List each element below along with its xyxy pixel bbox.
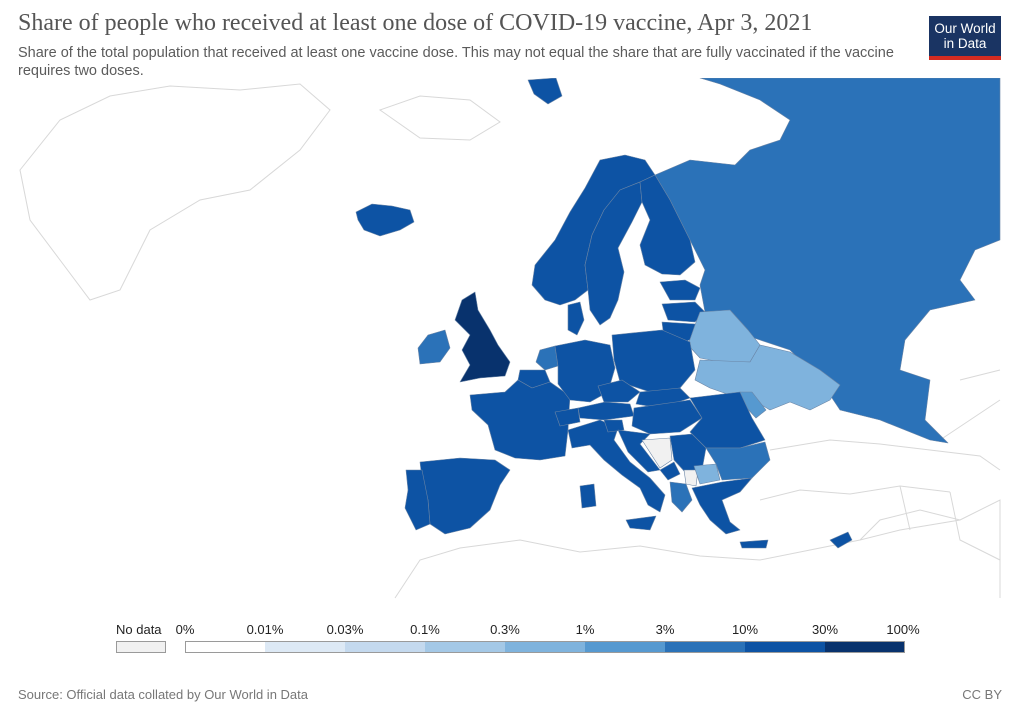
owid-logo[interactable]: Our World in Data: [929, 16, 1001, 60]
logo-line-2: in Data: [943, 36, 987, 51]
region-denmark[interactable]: [567, 301, 585, 336]
turkey-outline: [759, 439, 1001, 501]
region-montenegro[interactable]: [659, 461, 681, 481]
legend-bin[interactable]: [265, 641, 345, 653]
legend-tick-label: 0%: [175, 622, 195, 637]
legend-bin[interactable]: [825, 641, 905, 653]
license-link[interactable]: CC BY: [962, 687, 1002, 702]
legend-tick-label: 1%: [575, 622, 595, 637]
region-portugal[interactable]: [404, 469, 431, 531]
region-iceland[interactable]: [355, 203, 415, 237]
region-bosnia[interactable]: [641, 437, 673, 469]
legend-tick-label: 0.03%: [326, 622, 364, 637]
legend-scale-border: [185, 641, 905, 653]
legend-tick-label: 30%: [811, 622, 839, 637]
legend-bin[interactable]: [505, 641, 585, 653]
source-note[interactable]: Source: Official data collated by Our Wo…: [18, 687, 308, 702]
region-sicily[interactable]: [625, 515, 657, 531]
legend-bin[interactable]: [345, 641, 425, 653]
legend-bin[interactable]: [665, 641, 745, 653]
legend-bin[interactable]: [185, 641, 265, 653]
chart-title: Share of people who received at least on…: [18, 10, 813, 36]
region-albania[interactable]: [669, 481, 693, 513]
legend-tick-label: 0.1%: [410, 622, 440, 637]
region-bulgaria[interactable]: [705, 441, 771, 481]
region-sardinia[interactable]: [579, 483, 597, 509]
region-ireland[interactable]: [417, 329, 451, 365]
region-estonia[interactable]: [659, 279, 701, 301]
legend-bin[interactable]: [425, 641, 505, 653]
region-france[interactable]: [469, 379, 571, 461]
region-greece[interactable]: [691, 477, 753, 535]
region-north-macedonia[interactable]: [693, 463, 721, 485]
legend-bin[interactable]: [745, 641, 825, 653]
greenland-outline: [19, 83, 331, 301]
north-africa-outline: [394, 499, 1001, 599]
region-austria[interactable]: [577, 401, 635, 421]
region-sweden[interactable]: [584, 181, 643, 326]
legend-bin[interactable]: [585, 641, 665, 653]
legend-no-data-label: No data: [116, 622, 162, 637]
legend-tick-label: 3%: [655, 622, 675, 637]
legend-tick-label: 100%: [886, 622, 920, 637]
legend-tick-label: 10%: [731, 622, 759, 637]
countries: [355, 78, 1001, 549]
region-slovenia[interactable]: [603, 419, 625, 433]
middle-east-outline: [859, 485, 1001, 561]
region-spain[interactable]: [419, 457, 511, 535]
region-switzerland[interactable]: [554, 407, 581, 427]
background-outlines: [19, 83, 1001, 599]
region-netherlands[interactable]: [535, 345, 559, 371]
region-czechia[interactable]: [597, 379, 641, 403]
region-svalbard[interactable]: [527, 78, 563, 105]
region-hungary[interactable]: [631, 399, 703, 435]
region-finland[interactable]: [639, 174, 696, 276]
legend-tick-label: 0.01%: [246, 622, 284, 637]
logo-line-1: Our World: [934, 21, 996, 36]
region-italy[interactable]: [567, 419, 666, 513]
arctic-islands-outline: [378, 95, 501, 141]
region-uk[interactable]: [454, 291, 511, 383]
europe-map: [19, 78, 1001, 599]
legend-no-data-swatch[interactable]: [116, 641, 166, 653]
region-kosovo[interactable]: [683, 469, 699, 487]
region-crete[interactable]: [739, 539, 769, 549]
region-cyprus[interactable]: [829, 531, 853, 549]
chart-subtitle: Share of the total population that recei…: [18, 45, 894, 79]
legend-tick-label: 0.3%: [490, 622, 520, 637]
caucasus-outline: [939, 369, 1001, 441]
